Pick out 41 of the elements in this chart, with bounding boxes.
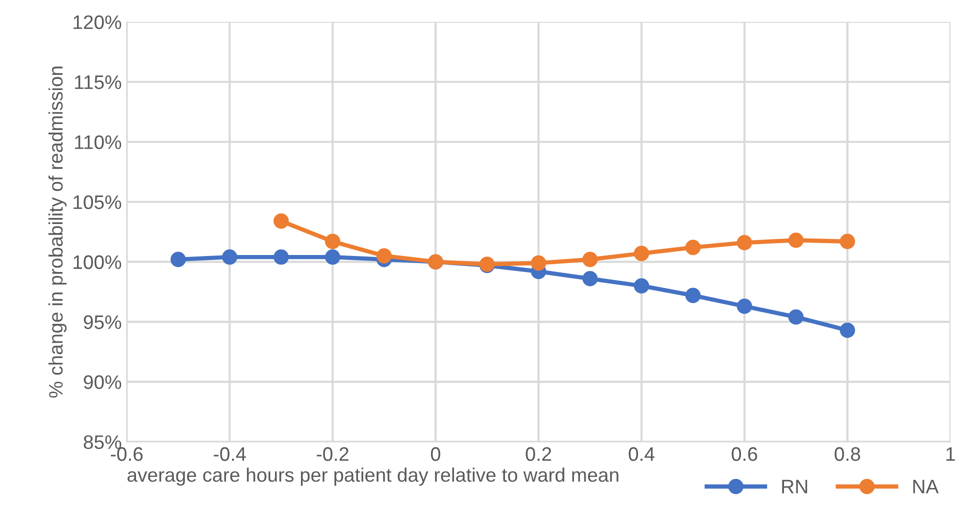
point [582,271,598,286]
point [222,249,238,265]
point [634,278,650,294]
point [530,255,546,271]
y-axis-title: % change in probability of readmission [48,66,67,398]
x-tick-label: -0.4 [214,447,246,461]
point [325,249,340,265]
point [840,322,856,338]
y-tick-label: 115% [75,75,122,90]
point [170,252,186,268]
legend-label: NA [913,480,939,494]
y-tick-label: 110% [75,135,122,150]
y-tick-label: 120% [74,15,122,30]
x-tick-label: 0.4 [628,447,654,461]
point [376,248,392,264]
point [582,252,598,268]
point [788,309,804,325]
y-tick-label: 90% [84,375,122,390]
x-tick-label: 1 [946,447,955,461]
point [736,235,752,250]
y-tick-label: 105% [74,195,122,210]
x-tick-label: 0.8 [834,447,860,461]
legend-label: RN [782,480,808,494]
point [274,249,289,265]
y-tick-label: 85% [84,435,122,450]
point [274,213,289,229]
x-tick-label: 0.6 [732,447,758,461]
x-tick-label: -0.2 [316,447,348,461]
x-tick-label: -0.6 [110,447,143,461]
x-tick-label: 0 [430,447,440,461]
x-tick-label: 0.2 [526,447,552,461]
point [634,246,650,262]
x-axis-title: average care hours per patient day relative to ward mean [128,468,618,486]
point [736,298,752,314]
y-tick-label: 95% [84,315,122,330]
point [840,234,856,250]
y-tick-label: 100% [74,255,122,270]
point [685,240,701,256]
point [788,232,804,248]
point [685,288,701,304]
point [325,234,340,250]
